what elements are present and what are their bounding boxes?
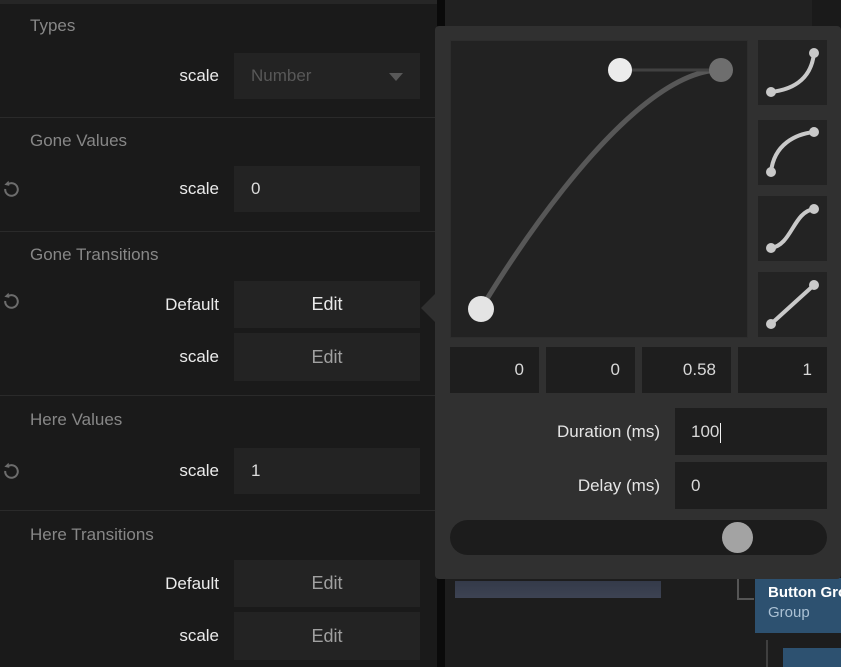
preset-dot [809,204,819,214]
input-value: 1 [251,461,261,480]
row-here-scale-transition: scale Edit [0,612,437,660]
curve-control-handle[interactable] [608,58,632,82]
text-cursor [720,422,722,443]
preset-dot [766,167,776,177]
delay-label: Delay (ms) [577,476,660,495]
preset-dot [809,48,819,58]
layer-name: Button Group [768,584,841,601]
canvas-background-dark [812,0,841,26]
here-scale-input[interactable]: 1 [234,448,420,494]
row-label: scale [179,66,219,85]
gone-scale-input[interactable]: 0 [234,166,420,212]
row-gone-scale: scale 0 [0,166,437,212]
preset-ease-in-button[interactable] [758,40,827,105]
properties-panel: Types scale Number Gone Values scale 0 G… [0,0,437,660]
section-title-here-transitions: Here Transitions [30,525,154,544]
preset-ease-in-out-button[interactable] [758,196,827,261]
row-types-scale: scale Number [0,53,437,99]
row-gone-default-transition: Default Edit [0,281,437,328]
preset-dot [766,87,776,97]
section-title-gone-transitions: Gone Transitions [30,245,159,264]
layer-type: Group [768,604,810,621]
layer-item-button-group[interactable]: Button Group Group [755,578,841,633]
bezier-curve-editor[interactable] [450,40,748,338]
section-title-types: Types [30,16,76,35]
slider-handle[interactable] [722,522,753,553]
bezier-p1x-input[interactable]: 0 [450,347,539,393]
section-divider [0,395,437,396]
preset-ease-out-button[interactable] [758,120,827,185]
transition-editor-popover: 0 0 0.58 1 Duration (ms) 100 Delay (ms) … [421,26,841,579]
bezier-curve [478,67,722,311]
row-label: scale [179,626,219,645]
row-label: scale [179,347,219,366]
chevron-down-icon [389,73,403,81]
linear-curve-icon [769,283,816,326]
edit-here-default-button[interactable]: Edit [234,560,420,607]
row-label: Default [165,295,219,314]
curve-start-point[interactable] [468,296,494,322]
canvas-selected-element[interactable] [455,581,661,598]
row-here-default-transition: Default Edit [0,560,437,607]
row-gone-scale-transition: scale Edit [0,333,437,381]
duration-input[interactable]: 100 [675,408,827,455]
canvas-background [443,0,841,26]
clipped-row-above [0,0,437,4]
reset-icon[interactable] [1,291,21,311]
transition-preview-slider[interactable] [450,520,827,555]
row-label: scale [179,461,219,480]
bezier-p2x-input[interactable]: 0.58 [642,347,731,393]
layer-tree-connector [737,579,754,600]
scale-type-dropdown[interactable]: Number [234,53,420,99]
duration-label: Duration (ms) [557,422,660,441]
delay-input[interactable]: 0 [675,462,827,509]
reset-icon[interactable] [1,461,21,481]
section-title-here-values: Here Values [30,410,123,429]
preset-dot [809,280,819,290]
section-divider [0,510,437,511]
input-value: 0 [251,179,261,198]
layer-tree-connector [766,640,768,667]
delay-value: 0 [691,476,701,495]
edit-here-scale-button[interactable]: Edit [234,612,420,660]
section-divider [0,231,437,232]
popover-arrow [421,294,435,322]
reset-icon[interactable] [1,179,21,199]
bezier-p1y-input[interactable]: 0 [546,347,635,393]
layer-item-clipped[interactable] [783,648,841,667]
row-here-scale: scale 1 [0,448,437,494]
ease-in-out-curve-icon [769,207,816,250]
row-label: Default [165,574,219,593]
section-divider [0,117,437,118]
preset-dot [809,127,819,137]
ease-out-curve-icon [769,130,816,174]
preset-linear-button[interactable] [758,272,827,337]
duration-value: 100 [691,422,720,441]
bezier-p2y-input[interactable]: 1 [738,347,827,393]
preset-dot [766,319,776,329]
section-title-gone-values: Gone Values [30,131,128,150]
preset-dot [766,243,776,253]
ease-in-curve-icon [769,51,816,94]
edit-gone-default-button[interactable]: Edit [234,281,420,328]
dropdown-value: Number [251,66,312,85]
edit-gone-scale-button[interactable]: Edit [234,333,420,381]
curve-end-point[interactable] [709,58,733,82]
row-label: scale [179,179,219,198]
